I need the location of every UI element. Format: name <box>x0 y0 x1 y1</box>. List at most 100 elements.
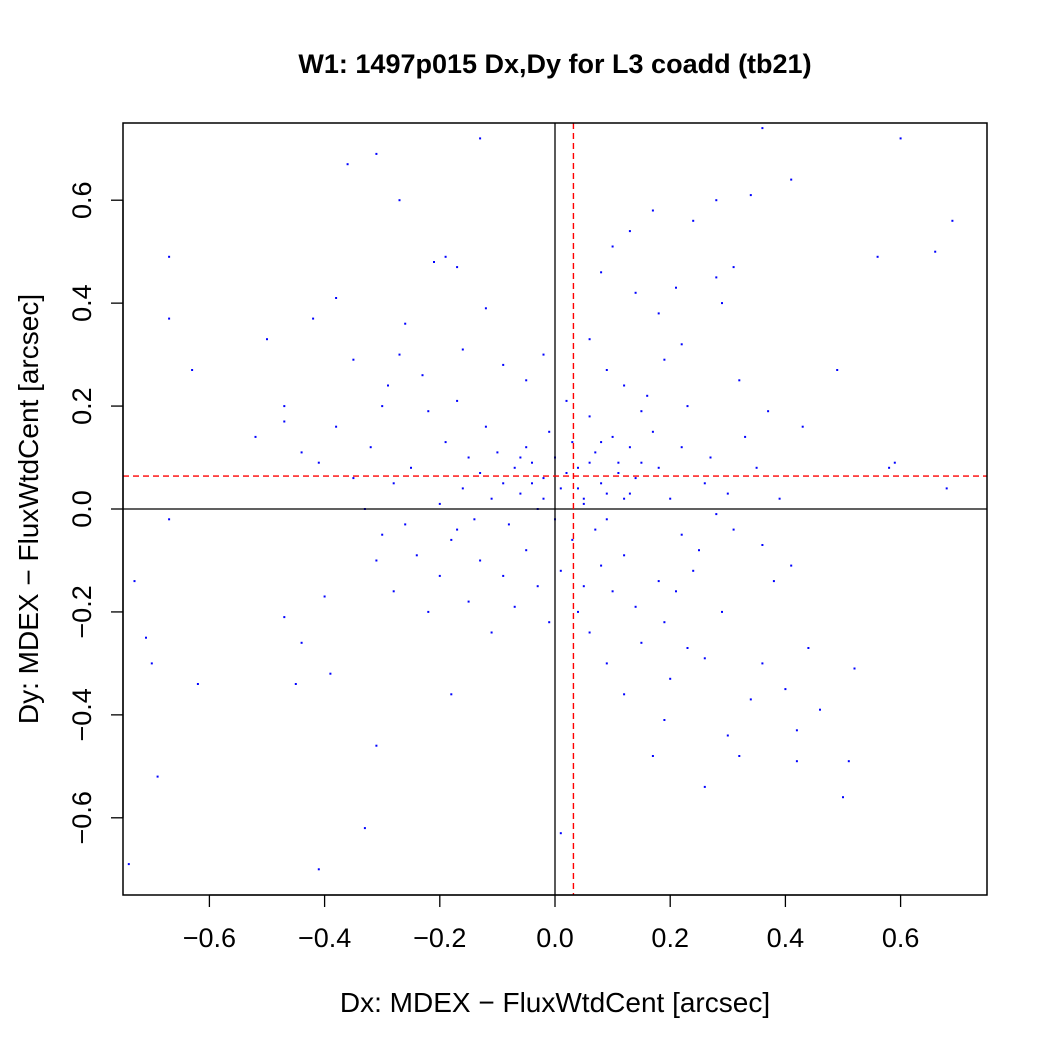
data-point <box>847 760 850 763</box>
data-point <box>168 255 171 258</box>
data-point <box>945 487 948 490</box>
y-tick-label: 0.2 <box>67 387 97 425</box>
data-point <box>611 435 614 438</box>
data-point <box>196 683 199 685</box>
data-point <box>461 487 464 490</box>
data-point <box>842 796 844 799</box>
data-point <box>294 683 297 685</box>
data-point <box>594 528 597 531</box>
data-point <box>749 194 752 197</box>
data-point <box>600 482 603 485</box>
data-point <box>761 544 764 546</box>
data-point <box>738 755 741 757</box>
y-tick-label: −0.4 <box>67 688 97 741</box>
data-point <box>790 564 793 567</box>
data-point <box>893 461 896 464</box>
data-point <box>283 405 286 408</box>
y-axis: −0.6 −0.4 −0.2 0.0 0.2 0.4 0.6 <box>67 181 124 844</box>
data-point <box>899 137 902 140</box>
data-point <box>951 219 954 222</box>
data-point <box>433 261 435 263</box>
data-point <box>657 312 660 315</box>
data-point <box>801 425 804 428</box>
data-point <box>703 657 706 660</box>
data-point <box>473 518 476 521</box>
data-point <box>663 621 666 624</box>
data-point <box>381 533 384 536</box>
data-point <box>427 610 430 613</box>
data-point <box>628 492 631 495</box>
data-point <box>346 163 349 166</box>
data-point <box>784 688 787 691</box>
data-point <box>525 549 528 552</box>
data-point <box>398 199 401 202</box>
data-point <box>323 595 326 598</box>
x-tick-label: 0.0 <box>536 923 574 953</box>
data-point <box>651 430 654 433</box>
data-point <box>577 466 579 469</box>
data-point <box>531 461 533 464</box>
data-point <box>726 734 729 737</box>
data-point <box>317 868 320 871</box>
data-point <box>577 487 579 490</box>
data-point <box>767 410 770 413</box>
data-point <box>559 832 562 835</box>
data-point <box>300 451 303 454</box>
data-point <box>888 466 891 469</box>
data-point <box>617 461 620 464</box>
data-point <box>479 472 482 474</box>
data-point <box>623 693 626 696</box>
data-point <box>732 528 735 531</box>
data-point <box>571 441 574 444</box>
data-point <box>588 338 591 341</box>
data-point <box>444 441 447 444</box>
data-point <box>657 580 660 583</box>
data-point <box>392 590 395 593</box>
data-point <box>456 399 459 402</box>
data-point <box>133 580 136 583</box>
data-point <box>438 574 441 577</box>
data-point <box>790 178 793 181</box>
data-point <box>387 384 389 387</box>
data-point <box>542 497 545 500</box>
data-point <box>559 487 562 490</box>
data-point <box>507 523 510 526</box>
data-point <box>421 374 424 377</box>
data-point <box>651 209 654 212</box>
data-point <box>519 492 522 495</box>
data-point <box>266 338 268 341</box>
data-point <box>410 466 412 469</box>
data-point <box>876 255 879 258</box>
data-point <box>623 554 626 557</box>
data-point <box>392 482 395 485</box>
data-point <box>404 523 407 526</box>
y-tick-label: 0.0 <box>67 490 97 528</box>
data-point <box>317 461 320 464</box>
data-point <box>617 472 620 474</box>
data-point <box>761 127 764 130</box>
x-axis: −0.6 −0.4 −0.2 0.0 0.2 0.4 0.6 <box>183 894 919 953</box>
x-tick-label: 0.4 <box>767 923 805 953</box>
data-point <box>582 502 585 505</box>
data-point <box>675 286 677 289</box>
data-point <box>404 322 407 325</box>
data-point <box>484 425 487 428</box>
data-point <box>502 574 505 577</box>
data-point <box>375 559 378 562</box>
data-point <box>398 353 401 356</box>
data-point <box>513 605 516 608</box>
data-point <box>450 538 453 541</box>
data-point <box>369 446 372 449</box>
data-point <box>605 492 608 495</box>
data-point <box>496 451 499 454</box>
data-point <box>335 297 338 299</box>
data-point <box>150 662 153 665</box>
data-point <box>536 585 539 588</box>
data-point <box>675 590 677 593</box>
data-point <box>168 518 171 521</box>
data-point <box>565 472 568 474</box>
data-point <box>456 266 459 269</box>
data-point <box>588 461 591 464</box>
data-point <box>744 435 747 438</box>
data-point <box>283 420 286 423</box>
